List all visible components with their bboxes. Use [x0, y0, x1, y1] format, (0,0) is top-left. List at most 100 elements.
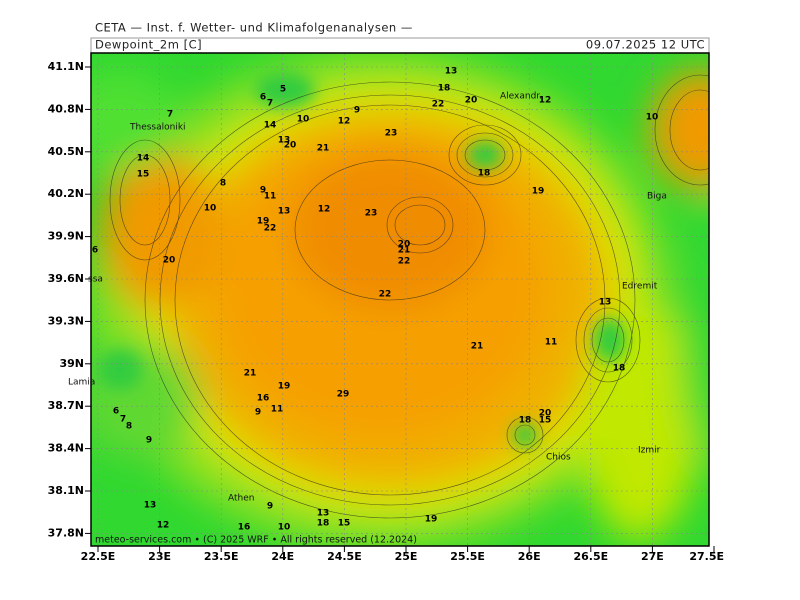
lat-label: 39.3N — [48, 314, 84, 327]
contour-label: 20 — [284, 141, 297, 151]
contour-label: 11 — [545, 338, 558, 348]
lat-label: 40.8N — [48, 102, 84, 115]
contour-label: 22 — [379, 290, 392, 300]
contour-label: 18 — [317, 519, 330, 529]
footer: meteo-services.com • (C) 2025 WRF • All … — [95, 535, 417, 546]
contour-label: 12 — [338, 117, 351, 127]
contour-label: 12 — [539, 96, 552, 106]
contour-label: 11 — [271, 405, 284, 415]
city-label: Izmir — [638, 446, 661, 456]
lon-label: 26.5E — [573, 550, 608, 563]
contour-label: 16 — [257, 394, 270, 404]
contour-label: 6 — [113, 407, 119, 417]
labels: Thessaloniki Alexandr. Biga Edremit Lamia Ath… — [68, 67, 667, 546]
contour-label: 8 — [220, 179, 226, 189]
contour-label: 14 — [137, 154, 150, 164]
graticule — [91, 53, 709, 546]
contour-label: 20 — [398, 240, 411, 250]
map-frame — [90, 52, 710, 547]
city-label: Thessaloniki — [129, 123, 186, 133]
lat-label: 39.6N — [48, 272, 84, 285]
contour-label: 21 — [244, 369, 257, 379]
field-name: Dewpoint_2m [C] — [95, 38, 202, 52]
lat-label: 38.7N — [48, 399, 84, 412]
contour-label: 29 — [337, 390, 350, 400]
lon-label: 23E — [148, 550, 171, 563]
lon-label: 25.5E — [450, 550, 485, 563]
lat-label: 37.8N — [48, 526, 84, 539]
lon-label: 22.5E — [81, 550, 116, 563]
lon-label: 26E — [518, 550, 541, 563]
contour-label: 21 — [317, 144, 330, 154]
contour-label: 22 — [264, 224, 277, 234]
contour-label: 7 — [120, 415, 126, 425]
contour-label: 13 — [599, 298, 612, 308]
contour-label: 7 — [167, 110, 173, 120]
valid-time: 09.07.2025 12 UTC — [586, 38, 705, 52]
contour-label: 15 — [338, 519, 351, 529]
contours — [109, 74, 709, 519]
lat-label: 39N — [59, 357, 84, 370]
city-label: Biga — [647, 192, 667, 202]
lat-label: 39.9N — [48, 230, 84, 243]
contour-label: 6 — [260, 93, 266, 103]
contour-label: 19 — [257, 217, 270, 227]
contour-label: 19 — [532, 187, 545, 197]
contour-label: 19 — [278, 382, 291, 392]
contour-label: 19 — [425, 515, 438, 525]
lat-label: 40.2N — [48, 187, 84, 200]
contour-label: 9 — [354, 106, 360, 116]
contour-label: 8 — [126, 422, 132, 432]
contour-label: 10 — [646, 113, 659, 123]
contour-label: 15 — [137, 170, 150, 180]
contour-label: 23 — [385, 129, 398, 139]
contour-label: 20 — [465, 96, 478, 106]
contour-label: 9 — [146, 436, 152, 446]
contour-label: 16 — [238, 523, 251, 533]
contour-label: 23 — [365, 209, 378, 219]
contour-label: 6 — [92, 246, 98, 256]
contour-label: 10 — [204, 204, 217, 214]
lat-label: 38.1N — [48, 484, 84, 497]
contour-label: 22 — [432, 100, 445, 110]
contour-label: 18 — [519, 416, 532, 426]
lon-label: 27E — [641, 550, 664, 563]
contour-label: 22 — [398, 257, 411, 267]
contour-label: 9 — [255, 408, 261, 418]
contour-label: 18 — [438, 84, 451, 94]
lon-label: 24E — [271, 550, 294, 563]
contour-label: 10 — [278, 523, 291, 533]
lon-label: 23.5E — [204, 550, 239, 563]
contour-label: 9 — [267, 502, 273, 512]
contour-label: 14 — [264, 121, 277, 131]
contour-label: 20 — [163, 256, 176, 266]
lat-label: 41.1N — [48, 60, 84, 73]
contour-label: 18 — [478, 169, 491, 179]
contour-label: 21 — [398, 246, 411, 256]
city-label: Chios — [546, 453, 571, 463]
contour-label: 5 — [280, 85, 286, 95]
contour-label: 13 — [278, 207, 291, 217]
contour-label: 18 — [613, 364, 626, 374]
city-label: Lamia — [68, 378, 95, 388]
contour-label: 12 — [318, 205, 331, 215]
lat-label: 38.4N — [48, 442, 84, 455]
city-label: ssa — [88, 275, 103, 285]
contour-label: 20 — [539, 409, 552, 419]
contour-label: 15 — [539, 416, 552, 426]
contour-label: 12 — [157, 521, 170, 531]
contour-label: 13 — [445, 67, 458, 77]
contour-label: 13 — [278, 136, 291, 146]
field — [91, 53, 709, 546]
contour-label: 21 — [471, 342, 484, 352]
contour-label: 11 — [264, 192, 277, 202]
lon-label: 24.5E — [327, 550, 362, 563]
contour-label: 10 — [297, 115, 310, 125]
city-label: Edremit — [622, 282, 658, 292]
lon-label: 25E — [395, 550, 418, 563]
contour-label: 9 — [260, 186, 266, 196]
city-label: Alexandr. — [500, 92, 542, 102]
contour-label: 13 — [144, 501, 157, 511]
